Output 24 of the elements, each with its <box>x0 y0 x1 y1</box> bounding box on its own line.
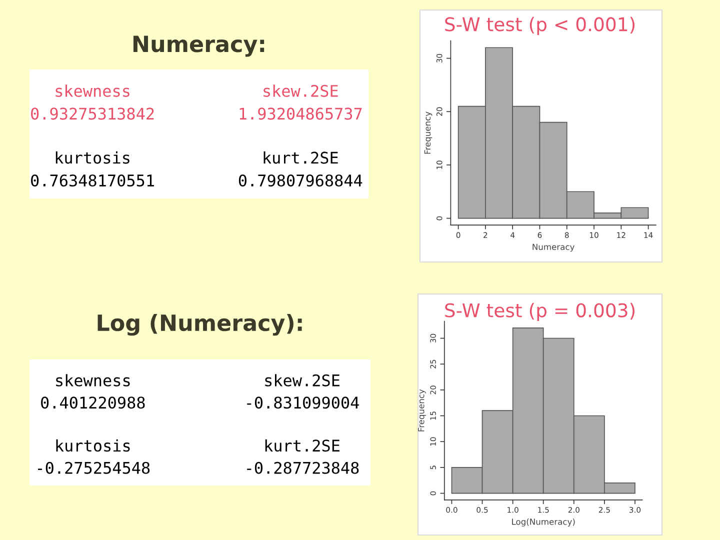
data-label: 0.93275313842 <box>31 108 154 120</box>
chart-title: S-W test (p < 0.001) <box>445 16 635 35</box>
category-label: kurtosis <box>56 151 130 164</box>
text: Log (Numeracy): <box>98 314 302 336</box>
data-label: 1.93204865737 <box>240 108 362 120</box>
category-label: kurt.2SE <box>264 151 338 164</box>
y-axis-title: Frequency <box>418 389 426 432</box>
x-axis-title: Numeracy <box>532 244 574 252</box>
category-label: kurtosis <box>56 439 130 452</box>
chart-title: S-W test (p = 0.003) <box>445 302 635 322</box>
category-label: skewness <box>56 374 130 386</box>
data-label: 0.401220988 <box>41 396 145 409</box>
data-label: -0.275254548 <box>38 462 150 474</box>
x-axis-title: Log(Numeracy) <box>512 518 575 526</box>
category-label: skew.2SE <box>265 374 340 386</box>
data-label: -0.287723848 <box>247 462 359 474</box>
data-label: 0.76348170551 <box>31 174 154 187</box>
category-label: skew.2SE <box>264 84 338 97</box>
data-label: 0.79807968844 <box>238 174 362 187</box>
y-axis-title: Frequency <box>424 112 432 154</box>
data-label: -0.831099004 <box>247 396 359 409</box>
category-label: skewness <box>56 84 130 97</box>
category-label: kurt.2SE <box>265 439 340 452</box>
text: Numeracy: <box>133 36 264 57</box>
